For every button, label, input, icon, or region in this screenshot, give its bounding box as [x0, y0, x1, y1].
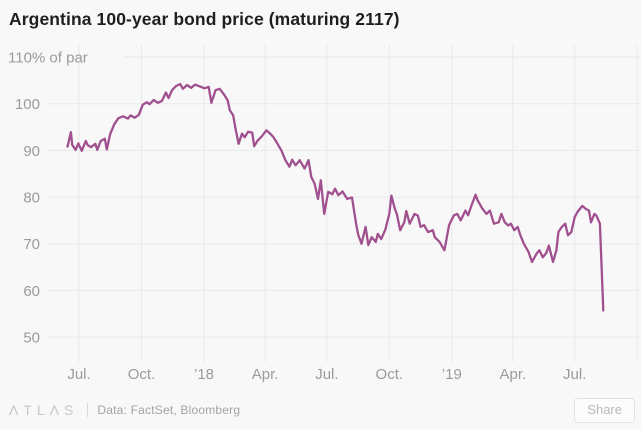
x-tick-label: Jul.: [563, 366, 586, 383]
y-tick-label: 60: [23, 283, 40, 300]
footer: ΛTLΛS Data: FactSet, Bloomberg Share: [0, 391, 641, 429]
x-tick-label: Apr.: [500, 366, 527, 383]
atlas-logo: ΛTLΛS: [9, 402, 79, 418]
footer-divider: [87, 403, 89, 417]
y-tick-label: 70: [23, 236, 40, 253]
x-tick-label: Oct.: [376, 366, 404, 383]
y-tick-label: 100: [15, 96, 40, 113]
data-source-label: Data: FactSet, Bloomberg: [97, 403, 241, 417]
share-button[interactable]: Share: [574, 397, 635, 423]
y-tick-label: 90: [23, 143, 40, 160]
x-tick-label: Jul.: [67, 366, 90, 383]
x-tick-label: Apr.: [252, 366, 279, 383]
y-tick-label: 110% of par: [8, 50, 88, 67]
x-tick-label: ’18: [194, 366, 214, 383]
x-tick-label: Oct.: [128, 366, 156, 383]
footer-attribution: ΛTLΛS Data: FactSet, Bloomberg: [9, 402, 240, 418]
x-tick-label: ’19: [442, 366, 462, 383]
chart-title: Argentina 100-year bond price (maturing …: [9, 9, 400, 29]
y-tick-label: 50: [23, 330, 40, 347]
y-tick-label: 80: [23, 190, 40, 207]
price-line: [66, 82, 605, 312]
x-tick-label: Jul.: [315, 366, 338, 383]
